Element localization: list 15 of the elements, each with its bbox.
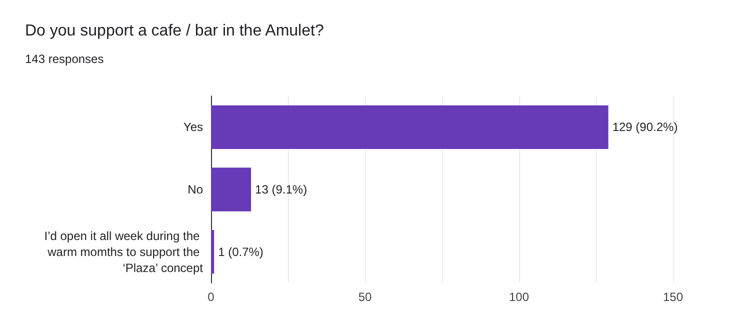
data-label: 1 (0.7%) bbox=[218, 244, 264, 259]
data-label: 129 (90.2%) bbox=[612, 120, 678, 134]
x-tick-label: 0 bbox=[208, 290, 215, 304]
text: 143 responses bbox=[25, 52, 104, 66]
data-label: 13 (9.1%) bbox=[255, 182, 308, 196]
y-tick-label: I’d open it all week during the warm momths to support the ‘Plaza’ concept bbox=[44, 228, 204, 275]
x-tick-label: 100 bbox=[508, 290, 530, 304]
chart-title: Do you support a cafe / bar in the Amulet? bbox=[25, 22, 324, 40]
y-tick-label: No bbox=[188, 182, 204, 196]
bar bbox=[211, 168, 252, 212]
bar bbox=[211, 230, 214, 274]
y-tick-label: Yes bbox=[183, 120, 203, 134]
x-tick-label: 50 bbox=[358, 290, 372, 304]
x-tick-label: 150 bbox=[662, 290, 684, 304]
bar bbox=[211, 105, 608, 149]
